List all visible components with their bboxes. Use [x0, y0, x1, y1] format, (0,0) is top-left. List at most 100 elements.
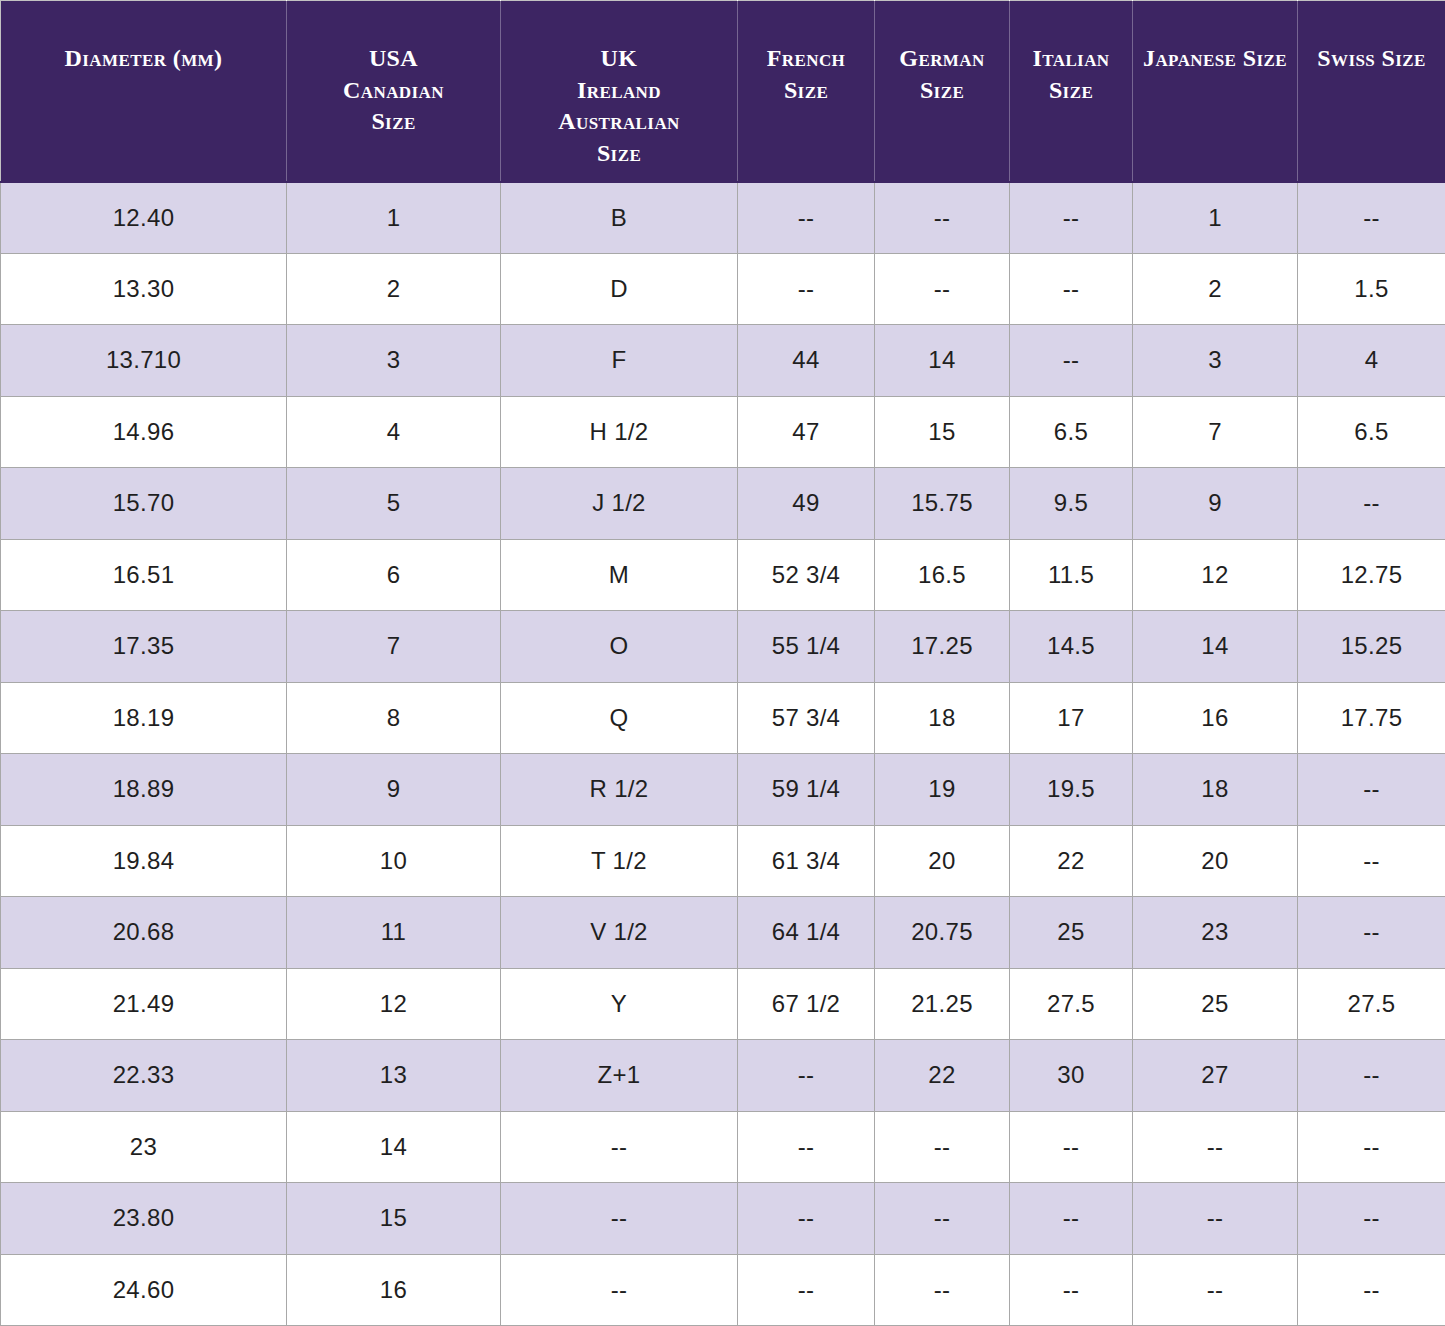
table-cell: --	[1298, 1040, 1445, 1112]
table-cell: 61 3/4	[738, 825, 875, 897]
table-cell: 11.5	[1010, 539, 1133, 611]
table-cell: 16	[287, 1254, 501, 1326]
table-cell: 6	[287, 539, 501, 611]
table-cell: --	[1010, 325, 1133, 397]
table-cell: --	[1133, 1111, 1298, 1183]
table-cell: 2	[1133, 253, 1298, 325]
col-header-german: German Size	[875, 1, 1010, 182]
table-cell: 14	[1133, 611, 1298, 683]
table-cell: --	[501, 1254, 738, 1326]
table-cell: --	[1298, 1254, 1445, 1326]
table-cell: Z+1	[501, 1040, 738, 1112]
table-row: 12.401B------1--	[1, 182, 1445, 254]
table-cell: M	[501, 539, 738, 611]
table-cell: D	[501, 253, 738, 325]
table-row: 23.8015------------	[1, 1183, 1445, 1255]
table-cell: 13.710	[1, 325, 287, 397]
table-cell: O	[501, 611, 738, 683]
table-row: 17.357O55 1/417.2514.51415.25	[1, 611, 1445, 683]
table-cell: 52 3/4	[738, 539, 875, 611]
table-cell: 15.70	[1, 468, 287, 540]
table-row: 13.302D------21.5	[1, 253, 1445, 325]
table-cell: --	[875, 1183, 1010, 1255]
table-cell: 15.75	[875, 468, 1010, 540]
table-cell: --	[501, 1183, 738, 1255]
table-cell: --	[738, 1040, 875, 1112]
table-cell: 22	[875, 1040, 1010, 1112]
table-cell: --	[875, 253, 1010, 325]
table-cell: 1.5	[1298, 253, 1445, 325]
table-cell: 16	[1133, 682, 1298, 754]
table-cell: 6.5	[1298, 396, 1445, 468]
table-cell: 2	[287, 253, 501, 325]
table-cell: J 1/2	[501, 468, 738, 540]
table-cell: --	[875, 1254, 1010, 1326]
table-cell: 17.35	[1, 611, 287, 683]
table-cell: --	[738, 182, 875, 254]
table-cell: R 1/2	[501, 754, 738, 826]
table-row: 15.705J 1/24915.759.59--	[1, 468, 1445, 540]
table-cell: 59 1/4	[738, 754, 875, 826]
table-cell: 20.68	[1, 897, 287, 969]
table-cell: 23.80	[1, 1183, 287, 1255]
table-cell: 7	[287, 611, 501, 683]
table-cell: 9.5	[1010, 468, 1133, 540]
table-cell: 12	[1133, 539, 1298, 611]
table-row: 18.198Q57 3/418171617.75	[1, 682, 1445, 754]
table-row: 2314------------	[1, 1111, 1445, 1183]
table-cell: 21.49	[1, 968, 287, 1040]
header-row: Diameter (mm) USA Canadian Size UK Irela…	[1, 1, 1445, 182]
table-cell: 15.25	[1298, 611, 1445, 683]
table-row: 19.8410T 1/261 3/4202220--	[1, 825, 1445, 897]
table-cell: --	[1133, 1183, 1298, 1255]
table-cell: 12.75	[1298, 539, 1445, 611]
table-cell: 4	[287, 396, 501, 468]
table-cell: 10	[287, 825, 501, 897]
col-header-diameter: Diameter (mm)	[1, 1, 287, 182]
table-row: 13.7103F4414--34	[1, 325, 1445, 397]
table-cell: 57 3/4	[738, 682, 875, 754]
table-cell: 6.5	[1010, 396, 1133, 468]
table-cell: 1	[1133, 182, 1298, 254]
col-header-italian: Italian Size	[1010, 1, 1133, 182]
table-cell: Q	[501, 682, 738, 754]
table-row: 20.6811V 1/264 1/420.752523--	[1, 897, 1445, 969]
table-cell: 14	[875, 325, 1010, 397]
table-cell: --	[1010, 1254, 1133, 1326]
table-cell: 19	[875, 754, 1010, 826]
table-row: 21.4912Y67 1/221.2527.52527.5	[1, 968, 1445, 1040]
ring-size-conversion-table: Diameter (mm) USA Canadian Size UK Irela…	[0, 0, 1445, 1326]
table-cell: 21.25	[875, 968, 1010, 1040]
table-cell: F	[501, 325, 738, 397]
table-cell: 24.60	[1, 1254, 287, 1326]
table-cell: --	[1298, 825, 1445, 897]
table-cell: --	[1298, 897, 1445, 969]
table-row: 14.964H 1/247156.576.5	[1, 396, 1445, 468]
table-cell: 4	[1298, 325, 1445, 397]
table-cell: 11	[287, 897, 501, 969]
table-cell: 25	[1133, 968, 1298, 1040]
col-header-usa-canadian: USA Canadian Size	[287, 1, 501, 182]
col-header-french: French Size	[738, 1, 875, 182]
table-cell: --	[1010, 253, 1133, 325]
table-cell: 18.89	[1, 754, 287, 826]
table-body: 12.401B------1--13.302D------21.513.7103…	[1, 182, 1445, 1326]
table-cell: 27.5	[1010, 968, 1133, 1040]
table-cell: 23	[1, 1111, 287, 1183]
table-cell: --	[1298, 1183, 1445, 1255]
table-cell: 19.84	[1, 825, 287, 897]
table-cell: 22.33	[1, 1040, 287, 1112]
table-cell: --	[1010, 1183, 1133, 1255]
col-header-japanese: Japanese Size	[1133, 1, 1298, 182]
table-cell: 17	[1010, 682, 1133, 754]
table-cell: 15	[287, 1183, 501, 1255]
table-cell: 67 1/2	[738, 968, 875, 1040]
table-cell: 5	[287, 468, 501, 540]
table-cell: 12.40	[1, 182, 287, 254]
table-cell: 19.5	[1010, 754, 1133, 826]
table-row: 18.899R 1/259 1/41919.518--	[1, 754, 1445, 826]
table-cell: 8	[287, 682, 501, 754]
table-cell: 9	[1133, 468, 1298, 540]
table-cell: --	[501, 1111, 738, 1183]
table-cell: 7	[1133, 396, 1298, 468]
